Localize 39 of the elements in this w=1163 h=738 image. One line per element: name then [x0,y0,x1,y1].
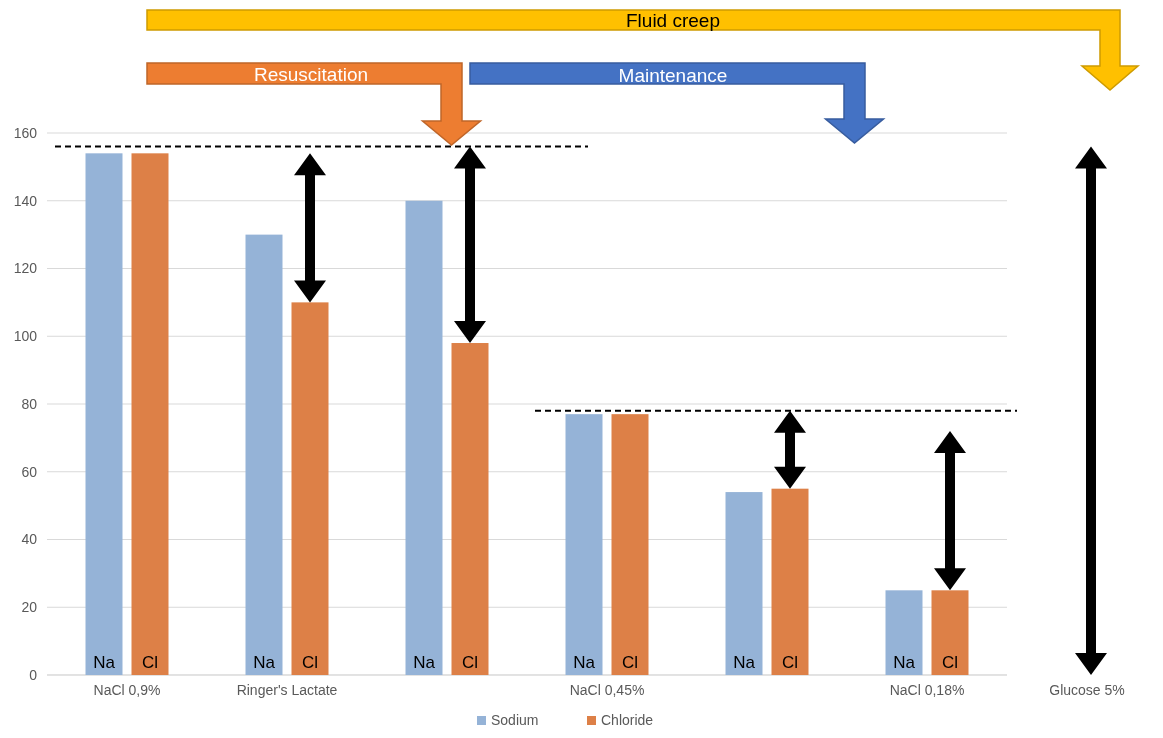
annotation: Na [93,653,116,672]
text: Resuscitation [253,64,369,85]
y-tick-label: 120 [13,260,38,277]
annotation: Cl [941,653,959,672]
y-tick-label: 80 [21,395,38,412]
bar [131,153,169,675]
legend-label: Chloride [601,712,654,728]
y-tick-label: 160 [13,124,38,141]
y-tick-label: 40 [21,531,38,548]
annotation: Cl [621,653,639,672]
legend-label: Sodium [491,712,539,728]
annotation: Cl [141,653,159,672]
annotation: Na [733,653,756,672]
x-tick-label: NaCl 0,9% [93,681,161,698]
x-tick-label: Ringer's Lactate [236,681,338,698]
bar [405,200,443,675]
annotation: Cl [301,653,319,672]
annotation: Cl [461,653,479,672]
y-tick-label: 100 [13,328,38,345]
annotation: Na [253,653,276,672]
annotation: Na [573,653,596,672]
y-tick-label: 140 [13,192,38,209]
y-tick-label: 60 [21,463,38,480]
annotation: Cl [781,653,799,672]
text: Maintenance [618,65,728,86]
text: Fluid creep [626,10,720,31]
bar [611,414,649,675]
x-tick-label: NaCl 0,45% [569,681,645,698]
bar [885,590,923,675]
y-tick-label: 0 [29,666,38,683]
bar [85,153,123,675]
x-tick-label: NaCl 0,18% [889,681,965,698]
bar [565,414,603,675]
annotation: Na [893,653,916,672]
bar [245,234,283,675]
bar [725,492,763,675]
x-tick-label: Glucose 5% [1049,681,1125,698]
annotation: Na [413,653,436,672]
y-tick-label: 20 [21,599,38,616]
